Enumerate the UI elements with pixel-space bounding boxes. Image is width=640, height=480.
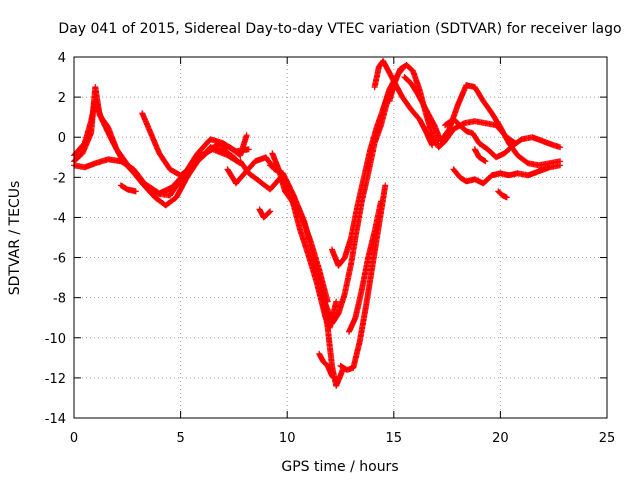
- chart-title: Day 041 of 2015, Sidereal Day-to-day VTE…: [58, 21, 621, 37]
- x-tick-label: 20: [492, 431, 509, 446]
- y-tick-label: -6: [53, 252, 66, 267]
- x-tick-label: 10: [279, 431, 296, 446]
- y-tick-label: -10: [45, 332, 66, 347]
- plot-frame: [73, 56, 608, 419]
- y-axis-label: SDTVAR / TECUs: [7, 181, 23, 296]
- data-marks: [71, 58, 564, 389]
- y-tick-label: 0: [58, 131, 66, 146]
- y-tick-label: -4: [53, 211, 66, 226]
- y-tick-label: -12: [45, 372, 66, 387]
- axis-ticks: 0 5 10 15 20 25 -14 -12 -10 -8 -6 -4 -2 0 2 4: [45, 51, 616, 446]
- x-tick-label: 25: [599, 431, 616, 446]
- y-tick-label: 4: [58, 51, 66, 66]
- x-axis-label: GPS time / hours: [281, 459, 398, 475]
- y-tick-label: 2: [58, 91, 66, 106]
- gridlines: [74, 57, 607, 418]
- y-tick-label: -14: [45, 412, 66, 427]
- sdtvar-points: [71, 58, 564, 389]
- x-tick-label: 15: [386, 431, 403, 446]
- y-tick-label: -8: [53, 292, 66, 307]
- x-tick-label: 0: [70, 431, 78, 446]
- y-tick-label: -2: [53, 171, 66, 186]
- x-tick-label: 5: [176, 431, 184, 446]
